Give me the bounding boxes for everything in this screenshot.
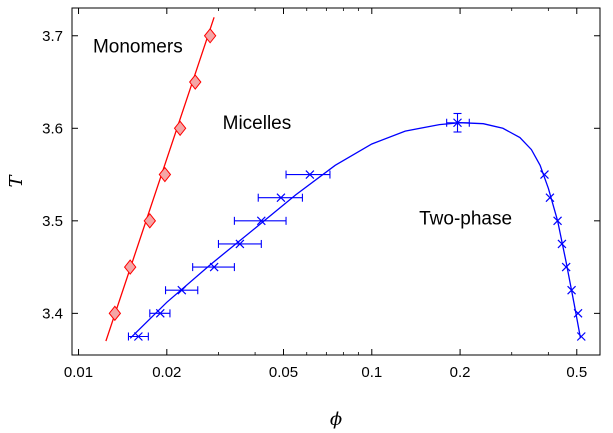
- fit-line-series-1: [105, 17, 215, 342]
- x-marker-point: [567, 285, 577, 295]
- diamond-marker-point: [173, 120, 187, 137]
- x-axis-title: ϕ: [330, 409, 342, 430]
- region-label: Two-phase: [419, 209, 512, 230]
- x-marker-point: [545, 193, 555, 203]
- region-label: Monomers: [93, 36, 183, 57]
- fit-lines-layer: [105, 17, 582, 342]
- y-tick-label: 3.4: [42, 305, 63, 322]
- x-marker-point: [553, 216, 562, 226]
- x-marker-point: [235, 239, 245, 249]
- region-labels-layer: Monomers Micelles Two-phase: [93, 36, 512, 229]
- axes-layer: 0.01 0.02 0.05 0.1 0.2 0.5 3.4 3.5 3.6 3.7 ϕ T: [6, 7, 601, 430]
- y-axis-title: T: [6, 174, 27, 188]
- diamond-marker-point: [203, 27, 217, 44]
- x-marker-point: [557, 239, 567, 249]
- diamond-marker-point: [108, 305, 122, 322]
- x-marker-point: [305, 170, 315, 179]
- diamond-marker-point: [158, 166, 172, 183]
- fit-line-series-2: [129, 122, 582, 339]
- x-tick-label: 0.02: [152, 364, 181, 381]
- x-marker-point: [256, 216, 266, 226]
- diamond-marker-point: [188, 74, 202, 90]
- x-marker-point: [561, 262, 571, 272]
- x-tick-label: 0.01: [64, 364, 93, 381]
- x-marker-point: [177, 285, 187, 295]
- diamond-marker-point: [143, 213, 157, 229]
- x-tick-label: 0.1: [361, 364, 382, 381]
- y-tick-label: 3.7: [42, 28, 63, 45]
- y-tick-label: 3.5: [42, 213, 63, 230]
- x-marker-point: [155, 308, 165, 318]
- x-marker-point: [133, 332, 143, 341]
- x-marker-point: [276, 193, 286, 203]
- x-tick-label: 0.2: [450, 364, 471, 381]
- diamond-marker-point: [123, 259, 137, 275]
- plot-frame: [71, 7, 601, 356]
- region-label: Micelles: [223, 113, 292, 134]
- x-marker-point: [209, 262, 219, 272]
- y-tick-label: 3.6: [42, 120, 63, 137]
- x-marker-point: [576, 332, 586, 341]
- x-marker-point: [540, 170, 549, 179]
- x-tick-label: 0.05: [269, 364, 298, 381]
- markers-layer: [108, 27, 586, 341]
- x-marker-point: [453, 118, 462, 128]
- x-tick-label: 0.5: [566, 364, 587, 381]
- x-marker-point: [573, 308, 583, 318]
